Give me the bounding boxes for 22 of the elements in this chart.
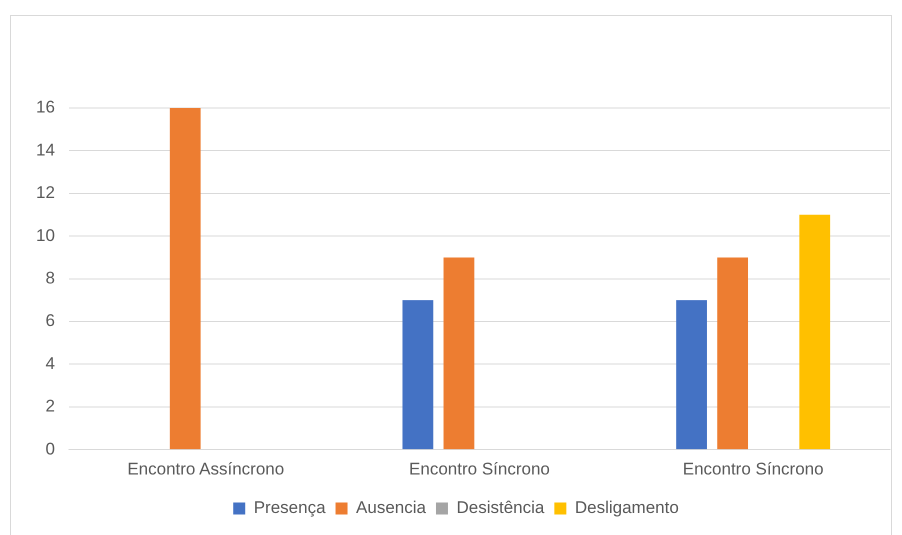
y-tick-label: 16 <box>36 98 55 117</box>
bar <box>676 300 707 450</box>
x-tick-label: Encontro Síncrono <box>409 459 550 478</box>
bar <box>717 257 748 450</box>
y-tick-label: 2 <box>45 396 55 416</box>
legend-label: Ausencia <box>356 498 427 518</box>
legend-label: Desistência <box>456 498 545 518</box>
y-tick-label: 4 <box>45 354 55 373</box>
bar <box>444 257 474 450</box>
legend-label: Desligamento <box>574 498 679 518</box>
y-tick-label: 10 <box>36 226 55 245</box>
y-tick-label: 8 <box>45 268 55 288</box>
y-tick-label: 6 <box>45 311 55 330</box>
bar <box>170 108 201 450</box>
bar <box>799 214 830 450</box>
x-tick-label: Encontro Síncrono <box>682 459 824 478</box>
legend-label: Presença <box>254 498 326 518</box>
bar <box>402 300 434 450</box>
x-tick-label: Encontro Assíncrono <box>127 459 284 478</box>
y-tick-label: 0 <box>45 439 55 458</box>
y-tick-label: 12 <box>36 183 55 202</box>
y-tick-label: 14 <box>36 140 55 160</box>
